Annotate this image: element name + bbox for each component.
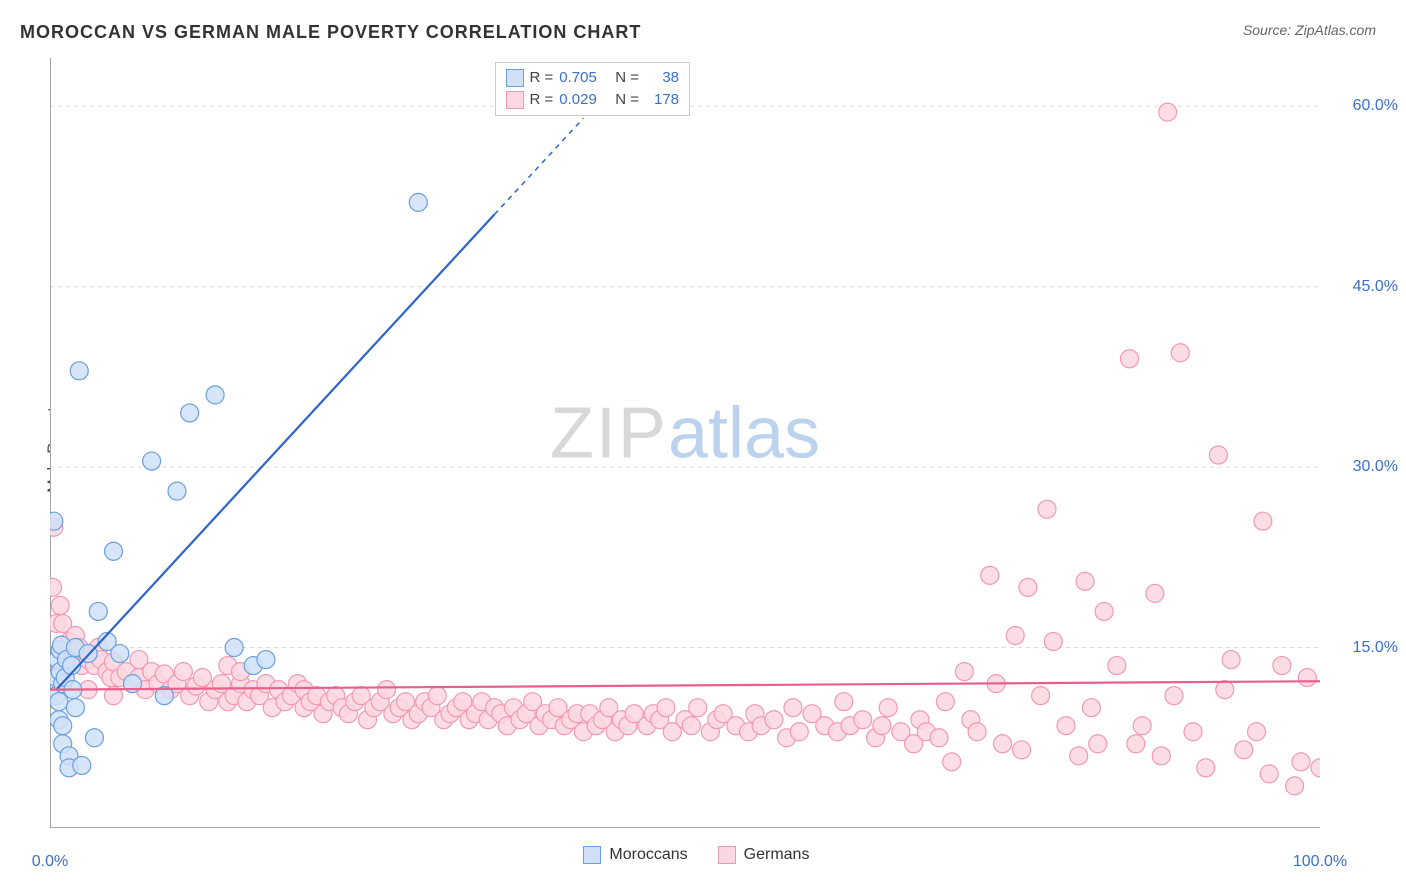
series-legend: Moroccans Germans: [583, 846, 809, 864]
n-label: N =: [615, 89, 639, 111]
y-tick-label: 45.0%: [1353, 278, 1398, 296]
y-tick-label: 60.0%: [1353, 97, 1398, 115]
y-tick-label: 30.0%: [1353, 458, 1398, 476]
legend-swatch: [583, 846, 601, 864]
source-attribution: Source: ZipAtlas.com: [1243, 22, 1376, 38]
r-value: 0.029: [559, 89, 609, 111]
legend-swatch: [506, 69, 524, 87]
legend-swatch: [718, 846, 736, 864]
chart-title: MOROCCAN VS GERMAN MALE POVERTY CORRELAT…: [20, 22, 641, 43]
n-value: 178: [645, 89, 679, 111]
source-label: Source:: [1243, 22, 1295, 38]
r-label: R =: [530, 89, 554, 111]
legend-item: Germans: [718, 846, 810, 864]
x-tick-label: 100.0%: [1293, 853, 1347, 871]
r-label: R =: [530, 67, 554, 89]
source-name: ZipAtlas.com: [1295, 22, 1376, 38]
y-tick-label: 15.0%: [1353, 639, 1398, 657]
n-label: N =: [615, 67, 639, 89]
legend-stat-row: R =0.705 N = 38: [506, 67, 680, 89]
correlation-legend: R =0.705 N = 38 R =0.029 N = 178: [495, 62, 691, 116]
n-value: 38: [645, 67, 679, 89]
legend-item: Moroccans: [583, 846, 687, 864]
legend-label: Moroccans: [609, 846, 687, 864]
legend-label: Germans: [744, 846, 810, 864]
chart-plot-area: 15.0%30.0%45.0%60.0% 0.0%100.0% ZIPatlas…: [50, 58, 1320, 833]
x-tick-label: 0.0%: [32, 853, 68, 871]
scatter-chart: [50, 58, 1320, 828]
r-value: 0.705: [559, 67, 609, 89]
legend-stat-row: R =0.029 N = 178: [506, 89, 680, 111]
legend-swatch: [506, 91, 524, 109]
